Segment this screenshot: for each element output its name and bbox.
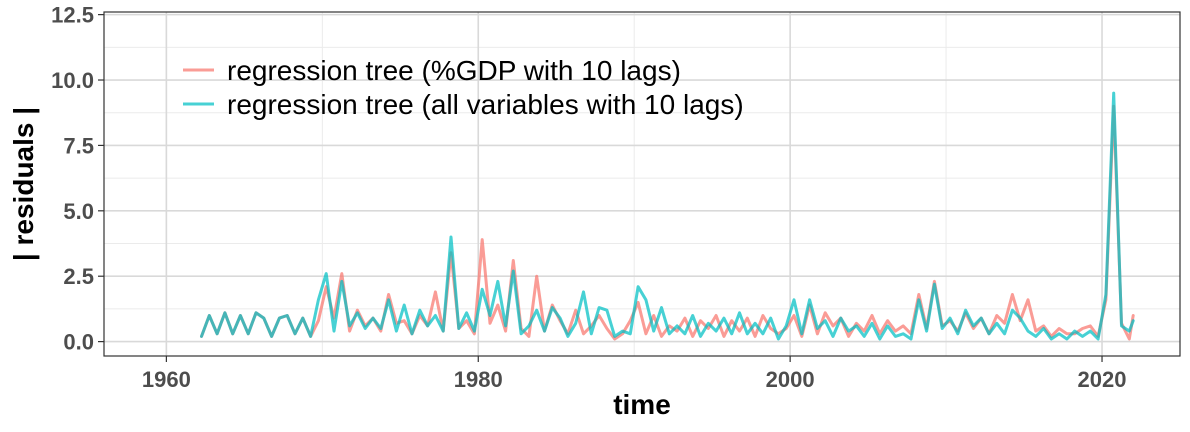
legend-label-2: regression tree (all variables with 10 l…	[227, 89, 744, 120]
legend: regression tree (%GDP with 10 lags)regre…	[183, 55, 744, 120]
y-tick-label: 7.5	[63, 133, 94, 158]
major-gridlines	[104, 12, 1180, 356]
y-tick-label: 5.0	[63, 199, 94, 224]
x-tick-label: 1960	[142, 367, 191, 392]
series-line-2	[200, 91, 1135, 341]
series-layer	[200, 91, 1135, 341]
y-axis-title: | residuals |	[8, 107, 39, 261]
x-tick-label: 1980	[454, 367, 503, 392]
legend-label-1: regression tree (%GDP with 10 lags)	[227, 55, 681, 86]
y-tick-label: 2.5	[63, 264, 94, 289]
minor-gridlines	[104, 12, 1180, 356]
series-line-1	[200, 104, 1135, 341]
y-tick-label: 12.5	[51, 3, 94, 28]
x-tick-label: 2000	[766, 367, 815, 392]
x-axis-title: time	[613, 389, 671, 420]
y-tick-label: 0.0	[63, 330, 94, 355]
x-axis-ticks: 1960 1980 2000 2020	[142, 356, 1127, 392]
y-tick-label: 10.0	[51, 68, 94, 93]
x-tick-label: 2020	[1078, 367, 1127, 392]
y-axis-ticks: 0.0 2.5 5.0 7.5 10.0 12.5	[51, 3, 104, 355]
plot-border	[103, 11, 1181, 357]
